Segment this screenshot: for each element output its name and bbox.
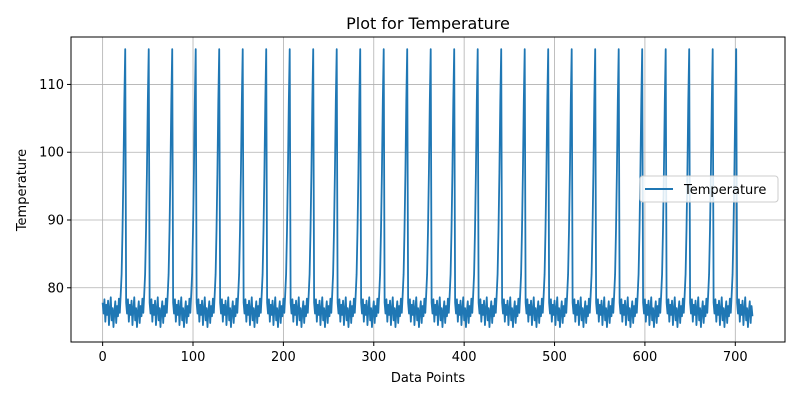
- chart-title: Plot for Temperature: [346, 14, 510, 33]
- legend: Temperature: [639, 175, 779, 203]
- series-layer: [101, 48, 754, 328]
- x-axis-label: Data Points: [391, 371, 465, 386]
- y-axis-label: Temperature: [15, 149, 30, 232]
- x-tick-label: 100: [181, 350, 206, 365]
- x-tick-label: 300: [361, 350, 386, 365]
- x-tick-label: 200: [271, 350, 296, 365]
- series-line-temperature: [101, 48, 754, 328]
- x-tick-label: 700: [723, 350, 748, 365]
- plot-frame: [70, 36, 786, 343]
- legend-box: [639, 175, 779, 203]
- y-tick-label: 90: [47, 214, 64, 229]
- x-axis: 0 100 200 300 400 500 600 700: [98, 342, 748, 365]
- legend-label: Temperature: [683, 183, 766, 198]
- y-tick-label: 80: [47, 281, 64, 296]
- x-tick-label: 600: [632, 350, 657, 365]
- x-tick-label: 500: [542, 350, 567, 365]
- y-tick-label: 110: [39, 78, 64, 93]
- y-axis: 80 90 100 110: [39, 78, 71, 296]
- x-tick-label: 400: [452, 350, 477, 365]
- x-tick-label: 0: [98, 350, 106, 365]
- y-tick-label: 100: [39, 146, 64, 161]
